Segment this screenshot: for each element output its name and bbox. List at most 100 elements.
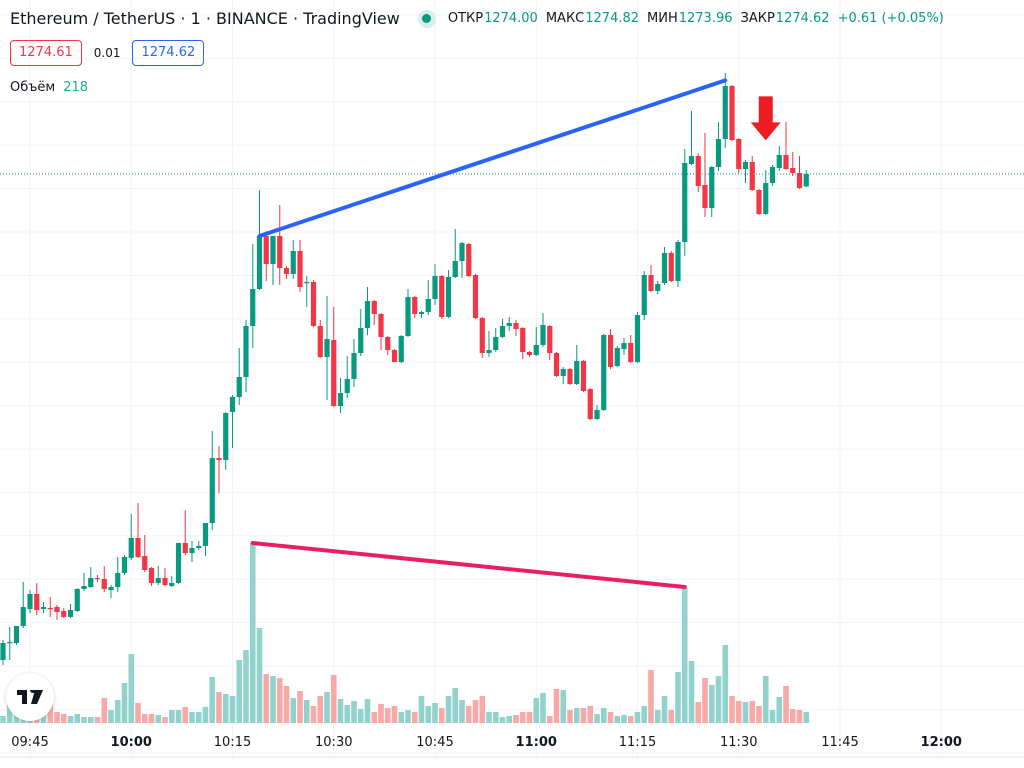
candle (688, 111, 695, 165)
volume-bar (175, 710, 182, 723)
candle-body (425, 299, 431, 312)
candle (790, 152, 796, 176)
volume-bar (67, 716, 74, 723)
candle (520, 327, 526, 359)
candle-body (749, 162, 755, 190)
volume-bar (155, 715, 162, 723)
time-axis-label: 11:15 (619, 735, 656, 750)
candle (67, 604, 74, 618)
volume-bar (519, 712, 526, 723)
volume-bar (432, 703, 438, 723)
volume-bar (756, 706, 762, 723)
candle (385, 336, 391, 355)
candle-body (412, 297, 418, 314)
candle (209, 431, 215, 530)
candle (101, 566, 107, 592)
candle-body (243, 326, 249, 377)
down-arrow-icon[interactable] (750, 96, 781, 141)
volume-bar (270, 676, 276, 723)
candle (229, 395, 236, 448)
volume-bar (398, 712, 405, 723)
sell-button[interactable]: 1274.61 (10, 40, 82, 66)
volume-bar (337, 699, 344, 723)
volume-bar (789, 709, 796, 723)
candle-body (722, 86, 728, 139)
candle-body (81, 586, 87, 589)
candle (432, 264, 438, 305)
candle (742, 160, 749, 183)
volume-bar (202, 707, 209, 723)
volume-bar (411, 712, 418, 723)
volume-bar (533, 698, 540, 723)
candle-body (601, 335, 607, 410)
candle-body (553, 353, 560, 376)
spread-value: 0.01 (93, 46, 121, 60)
volume-bar (243, 650, 249, 723)
market-status-icon[interactable] (417, 9, 436, 28)
volume-bar (283, 686, 290, 723)
volume-bar (297, 691, 303, 723)
candle (128, 514, 134, 560)
candle (317, 320, 323, 358)
candle-body (229, 397, 236, 412)
volume-bar (742, 702, 749, 723)
volume-trendline[interactable] (250, 541, 687, 589)
candle (776, 146, 782, 171)
candle-body (628, 343, 634, 362)
candle-body (34, 594, 40, 610)
volume-bar (675, 672, 681, 723)
volume-bar (128, 654, 135, 723)
volume-bar (729, 696, 735, 723)
volume-bar (641, 706, 648, 723)
volume-bar (195, 712, 202, 723)
volume-bar (60, 714, 67, 723)
candle-body (20, 607, 26, 626)
buy-button[interactable]: 1274.62 (132, 40, 205, 66)
candle (94, 575, 101, 582)
candle-body (418, 312, 425, 314)
volume-bar (81, 717, 87, 723)
volume-bar (506, 716, 513, 723)
candle (439, 275, 445, 319)
candle (250, 244, 256, 348)
candle (108, 585, 114, 598)
candle-body (526, 352, 533, 355)
symbol-title[interactable]: Ethereum / TetherUS · 1 · BINANCE · Trad… (10, 9, 400, 28)
candle-body (486, 350, 492, 353)
candle (175, 543, 182, 584)
candle (0, 640, 6, 665)
time-axis-label: 10:45 (416, 735, 453, 750)
volume-bar (688, 661, 695, 723)
candle (736, 138, 742, 173)
tradingview-logo-icon[interactable] (6, 673, 54, 721)
candle-body (270, 236, 276, 264)
candle-body (54, 607, 60, 612)
candle (81, 573, 87, 591)
volume-bar (634, 712, 641, 723)
candle-body (331, 340, 337, 406)
candle (513, 320, 519, 336)
candle (371, 300, 377, 325)
candle-body (695, 156, 701, 186)
candle (614, 346, 620, 367)
candle (54, 605, 60, 620)
drawings[interactable] (250, 78, 781, 589)
candle-body (283, 268, 290, 274)
volume-bar (783, 686, 789, 723)
price-trendline[interactable] (257, 78, 728, 238)
time-axis[interactable]: 09:45 10:00 10:15 10:30 10:45 11:00 11:15 11:30… (11, 735, 962, 750)
volume-bar (189, 712, 195, 723)
candle-body (13, 626, 20, 643)
candle-body (796, 173, 803, 188)
candle-body (763, 183, 769, 214)
volume-bar (492, 712, 499, 723)
volume-bar (722, 645, 729, 723)
candle-body (472, 275, 479, 318)
candle (749, 156, 755, 191)
candle-body (776, 155, 782, 168)
volume-bar (573, 708, 580, 723)
candle (412, 296, 418, 318)
candle (540, 313, 546, 347)
